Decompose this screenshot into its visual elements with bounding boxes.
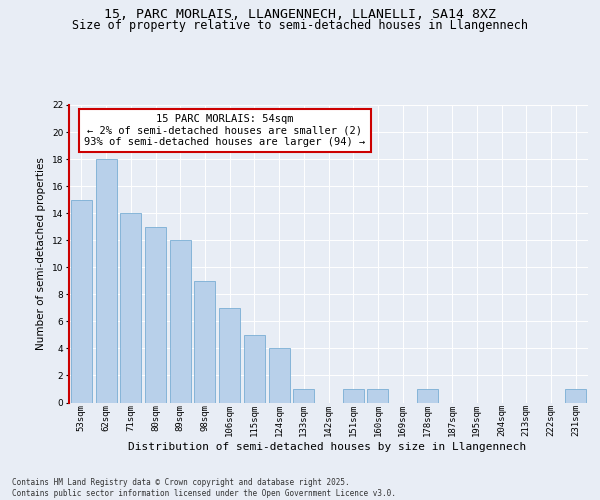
Text: 15 PARC MORLAIS: 54sqm
← 2% of semi-detached houses are smaller (2)
93% of semi-: 15 PARC MORLAIS: 54sqm ← 2% of semi-deta… [84,114,365,147]
Text: Distribution of semi-detached houses by size in Llangennech: Distribution of semi-detached houses by … [128,442,526,452]
Bar [244,335,265,402]
Bar [170,240,191,402]
Y-axis label: Number of semi-detached properties: Number of semi-detached properties [37,158,46,350]
Bar [343,389,364,402]
Bar [120,213,141,402]
Bar [565,389,586,402]
Bar [219,308,240,402]
Bar [95,159,116,402]
Text: Contains HM Land Registry data © Crown copyright and database right 2025.
Contai: Contains HM Land Registry data © Crown c… [12,478,396,498]
Text: 15, PARC MORLAIS, LLANGENNECH, LLANELLI, SA14 8XZ: 15, PARC MORLAIS, LLANGENNECH, LLANELLI,… [104,8,496,20]
Bar [71,200,92,402]
Bar [367,389,388,402]
Bar [145,226,166,402]
Text: Size of property relative to semi-detached houses in Llangennech: Size of property relative to semi-detach… [72,19,528,32]
Bar [417,389,438,402]
Bar [269,348,290,403]
Bar [293,389,314,402]
Bar [194,281,215,402]
